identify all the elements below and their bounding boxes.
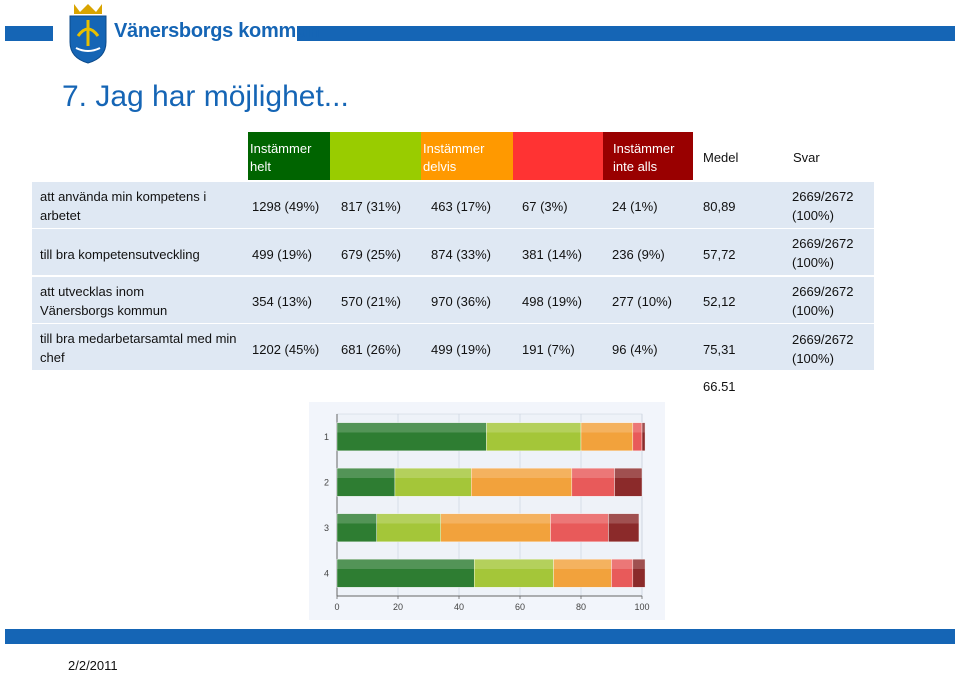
bar-highlight bbox=[474, 559, 554, 570]
cell-value: 681 (26%) bbox=[341, 342, 401, 357]
medel-value: 57,72 bbox=[703, 247, 736, 262]
bar-segment bbox=[394, 467, 472, 497]
x-tick-label: 80 bbox=[576, 602, 586, 612]
cell-value: 24 (1%) bbox=[612, 199, 658, 214]
bar-segment bbox=[632, 558, 646, 588]
cell-value: 1298 (49%) bbox=[252, 199, 320, 214]
bar-highlight bbox=[608, 513, 639, 524]
x-tick-label: 60 bbox=[515, 602, 525, 612]
cell-value: 874 (33%) bbox=[431, 247, 491, 262]
svar-value: 2669/2672 (100%) bbox=[792, 189, 854, 223]
bar-segment bbox=[470, 467, 573, 497]
bar-highlight bbox=[571, 468, 615, 479]
header-col-4 bbox=[513, 132, 603, 180]
cell-value: 499 (19%) bbox=[431, 342, 491, 357]
table-row bbox=[32, 277, 874, 323]
y-tick-label: 1 bbox=[324, 432, 329, 442]
bar-segment bbox=[553, 558, 612, 588]
bar-segment bbox=[336, 558, 475, 588]
bar-segment bbox=[336, 513, 377, 543]
bar-segment bbox=[440, 513, 551, 543]
row-label: att utvecklas inom Vänersborgs kommun bbox=[40, 284, 168, 318]
coat-of-arms-logo bbox=[69, 4, 107, 64]
medel-value: 80,89 bbox=[703, 199, 736, 214]
bar-highlight bbox=[337, 513, 377, 524]
table-row bbox=[32, 229, 874, 275]
cell-value: 96 (4%) bbox=[612, 342, 658, 357]
bar-segment bbox=[614, 467, 643, 497]
x-tick-label: 0 bbox=[334, 602, 339, 612]
cell-value: 499 (19%) bbox=[252, 247, 312, 262]
bar-highlight bbox=[553, 559, 612, 570]
cell-value: 1202 (45%) bbox=[252, 342, 320, 357]
cell-value: 191 (7%) bbox=[522, 342, 575, 357]
bar-highlight bbox=[642, 422, 646, 433]
brand-name: Vänersborgs kommun bbox=[114, 20, 320, 42]
stacked-bar-chart: 0 20 40 60 80 100 1 2 3 4 bbox=[309, 402, 665, 620]
bar-segment bbox=[376, 513, 441, 543]
header-bar-right bbox=[297, 26, 955, 41]
footer-date: 2/2/2011 bbox=[68, 658, 118, 673]
header-bar-left bbox=[5, 26, 53, 41]
bar-highlight bbox=[550, 513, 609, 524]
svar-value: 2669/2672 (100%) bbox=[792, 332, 854, 366]
cell-value: 381 (14%) bbox=[522, 247, 582, 262]
bar-highlight bbox=[614, 468, 642, 479]
row-label: till bra medarbetarsamtal med min chef bbox=[40, 331, 237, 365]
x-tick-label: 40 bbox=[454, 602, 464, 612]
bar-segment bbox=[580, 422, 634, 452]
header-instammer-delvis: Instämmer delvis bbox=[421, 132, 513, 180]
bar-highlight bbox=[337, 422, 487, 433]
total-medel: 66.51 bbox=[703, 379, 736, 394]
y-tick-label: 3 bbox=[324, 523, 329, 533]
cell-value: 679 (25%) bbox=[341, 247, 401, 262]
header-col-2 bbox=[330, 132, 421, 180]
page-title: 7. Jag har möjlighet... bbox=[62, 80, 349, 113]
cell-value: 817 (31%) bbox=[341, 199, 401, 214]
cell-value: 970 (36%) bbox=[431, 294, 491, 309]
cell-value: 236 (9%) bbox=[612, 247, 665, 262]
bar-highlight bbox=[632, 559, 646, 570]
bar-segment bbox=[608, 513, 640, 543]
cell-value: 354 (13%) bbox=[252, 294, 312, 309]
cell-value: 463 (17%) bbox=[431, 199, 491, 214]
bar-highlight bbox=[632, 422, 642, 433]
x-tick-label: 100 bbox=[634, 602, 649, 612]
cell-value: 67 (3%) bbox=[522, 199, 568, 214]
bar-highlight bbox=[440, 513, 551, 524]
table-row bbox=[32, 182, 874, 228]
svar-value: 2669/2672 (100%) bbox=[792, 236, 854, 270]
bar-segment bbox=[474, 558, 554, 588]
y-tick-label: 4 bbox=[324, 568, 329, 578]
row-label: till bra kompetensutveckling bbox=[40, 247, 200, 262]
bar-highlight bbox=[337, 468, 395, 479]
bar-highlight bbox=[376, 513, 441, 524]
header-svar: Svar bbox=[793, 150, 820, 165]
svar-value: 2669/2672 (100%) bbox=[792, 284, 854, 318]
row-label: att använda min kompetens i arbetet bbox=[40, 189, 207, 223]
bar-segment bbox=[641, 422, 646, 452]
bar-highlight bbox=[471, 468, 572, 479]
bar-segment bbox=[550, 513, 609, 543]
cell-value: 498 (19%) bbox=[522, 294, 582, 309]
bar-highlight bbox=[581, 422, 633, 433]
table-row bbox=[32, 324, 874, 370]
bar-highlight bbox=[486, 422, 581, 433]
bar-segment bbox=[571, 467, 615, 497]
cell-value: 570 (21%) bbox=[341, 294, 401, 309]
header-instammer-helt: Instämmer helt bbox=[248, 132, 330, 180]
medel-value: 75,31 bbox=[703, 342, 736, 357]
cell-value: 277 (10%) bbox=[612, 294, 672, 309]
bar-segment bbox=[336, 467, 396, 497]
header-instammer-inte-alls: Instämmer inte alls bbox=[603, 132, 693, 180]
bar-segment bbox=[486, 422, 582, 452]
medel-value: 52,12 bbox=[703, 294, 736, 309]
bar-highlight bbox=[394, 468, 472, 479]
bar-highlight bbox=[337, 559, 475, 570]
y-tick-label: 2 bbox=[324, 477, 329, 487]
x-tick-label: 20 bbox=[393, 602, 403, 612]
footer-bar bbox=[5, 629, 955, 644]
bar-highlight bbox=[611, 559, 633, 570]
header-medel: Medel bbox=[703, 150, 739, 165]
